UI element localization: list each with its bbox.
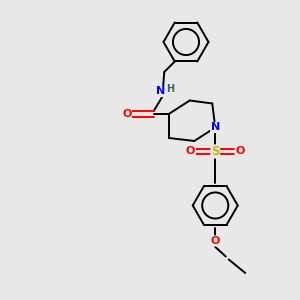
Text: S: S <box>211 145 220 158</box>
Text: O: O <box>211 236 220 246</box>
Text: O: O <box>235 146 244 157</box>
Text: H: H <box>166 84 174 94</box>
Text: N: N <box>211 122 220 133</box>
Text: O: O <box>122 109 131 119</box>
Text: N: N <box>156 86 165 97</box>
Text: O: O <box>186 146 195 157</box>
